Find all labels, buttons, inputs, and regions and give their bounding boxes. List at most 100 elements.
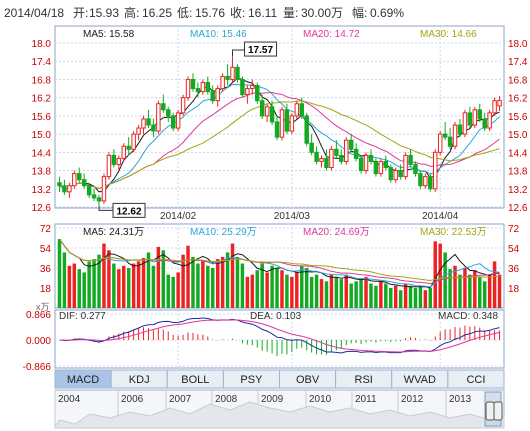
candle-body	[353, 148, 359, 159]
timeline-year: 2004	[58, 394, 81, 405]
candle-body	[363, 154, 369, 172]
volume-bar	[176, 272, 180, 308]
timeline-year: 2010	[309, 394, 332, 405]
volume-bar	[290, 276, 294, 308]
quote-date: 2014/04/18	[4, 6, 64, 20]
volume-bar	[393, 285, 398, 308]
candle-body	[250, 85, 255, 90]
kline-tick-left: 13.8	[32, 167, 52, 178]
volume-bar	[374, 285, 378, 308]
candle-body	[324, 157, 329, 169]
volume-bar	[398, 290, 403, 308]
candle-body	[151, 124, 156, 132]
timeline-left-handle-icon[interactable]	[485, 401, 495, 421]
candle-body	[210, 91, 215, 102]
candle-body	[200, 81, 206, 93]
candle-body	[57, 182, 62, 187]
extreme-labels: 17.57 12.62	[98, 41, 278, 218]
macd-lines	[59, 317, 500, 354]
tab-label: KDJ	[129, 374, 150, 386]
volume-bar	[230, 243, 235, 308]
volume-bar	[473, 270, 477, 308]
volume-bar	[285, 274, 289, 308]
candle-body	[428, 176, 433, 190]
volume-bar	[270, 265, 274, 308]
volume-bar	[117, 269, 121, 308]
kline-tick-left: 16.8	[32, 75, 52, 86]
min-price-label: 12.62	[117, 206, 142, 217]
candle-body	[452, 124, 458, 147]
tab-cci[interactable]	[447, 369, 505, 389]
candles	[57, 56, 502, 207]
volume-legend-ma10: MA10: 25.29万	[190, 227, 257, 238]
candle-body	[477, 109, 482, 120]
kline-tick-right: 13.2	[508, 185, 528, 196]
volume-bar	[166, 274, 170, 308]
candle-body	[339, 154, 344, 162]
candle-body	[398, 170, 403, 178]
volume-tick-left: 36	[40, 264, 52, 275]
volume-bar	[156, 246, 161, 308]
volume-bar	[463, 268, 467, 308]
candle-body	[111, 154, 117, 165]
volume-tick-right: 36	[508, 264, 520, 275]
volume-ma30-line	[59, 238, 500, 282]
candle-body	[393, 170, 398, 181]
volume-bar	[482, 281, 487, 308]
volume-bar	[448, 269, 452, 308]
candle-body	[185, 78, 191, 99]
candle-body	[447, 136, 453, 147]
high-value: 16.25	[142, 6, 172, 20]
volume-ma5-line	[59, 238, 500, 289]
volume-bar	[295, 272, 299, 308]
candle-body	[467, 112, 473, 126]
max-pointer	[232, 49, 245, 57]
volume-ma-lines	[59, 238, 500, 289]
volume-bar	[171, 276, 175, 308]
volume-bar	[349, 283, 353, 308]
candle-body	[319, 157, 324, 162]
candle-body	[131, 133, 136, 150]
candle-body	[388, 167, 393, 181]
volume-bar	[107, 250, 111, 308]
volume-bar	[87, 261, 91, 308]
volume-bar	[225, 252, 230, 308]
candle-body	[264, 106, 270, 117]
candle-body	[161, 103, 166, 111]
candle-body	[497, 99, 502, 107]
volume-bar	[102, 243, 106, 308]
candle-body	[235, 66, 240, 80]
volume-bars	[57, 239, 502, 308]
min-box	[112, 202, 146, 218]
volume-bar	[77, 269, 81, 308]
timeline-right-handle-icon[interactable]	[493, 401, 503, 421]
timeline-year: 2011	[355, 394, 377, 405]
volume-bar	[206, 265, 210, 308]
volume-bar	[492, 261, 497, 308]
volume-bar	[92, 259, 96, 308]
candle-body	[96, 197, 102, 202]
low-value: 15.76	[195, 6, 225, 20]
candle-body	[437, 133, 443, 153]
volume-bar	[82, 272, 86, 308]
kline-tick-right: 16.8	[508, 75, 528, 86]
candle-body	[423, 176, 428, 187]
volume-bar	[423, 290, 428, 308]
volume-bar	[112, 263, 116, 308]
volume-bar	[304, 268, 309, 308]
tab-label: PSY	[240, 374, 263, 386]
tab-label: CCI	[466, 374, 485, 386]
candle-body	[442, 133, 448, 138]
candle-body	[255, 85, 260, 102]
volume-bar	[146, 252, 151, 308]
candle-body	[72, 173, 77, 187]
volume-bar	[122, 265, 126, 308]
volume-tick-right: 72	[508, 224, 520, 235]
quote-header: 2014/04/18 开: 15.93 高: 16.25 低: 15.76 收:…	[4, 5, 404, 20]
kline-date-tick: 2014/02	[160, 211, 197, 222]
candle-body	[259, 100, 265, 117]
candle-body	[472, 109, 478, 126]
kline-tick-left: 18.0	[32, 39, 52, 50]
volume-bar	[186, 245, 190, 308]
kline-date-tick: 2014/03	[274, 211, 311, 222]
